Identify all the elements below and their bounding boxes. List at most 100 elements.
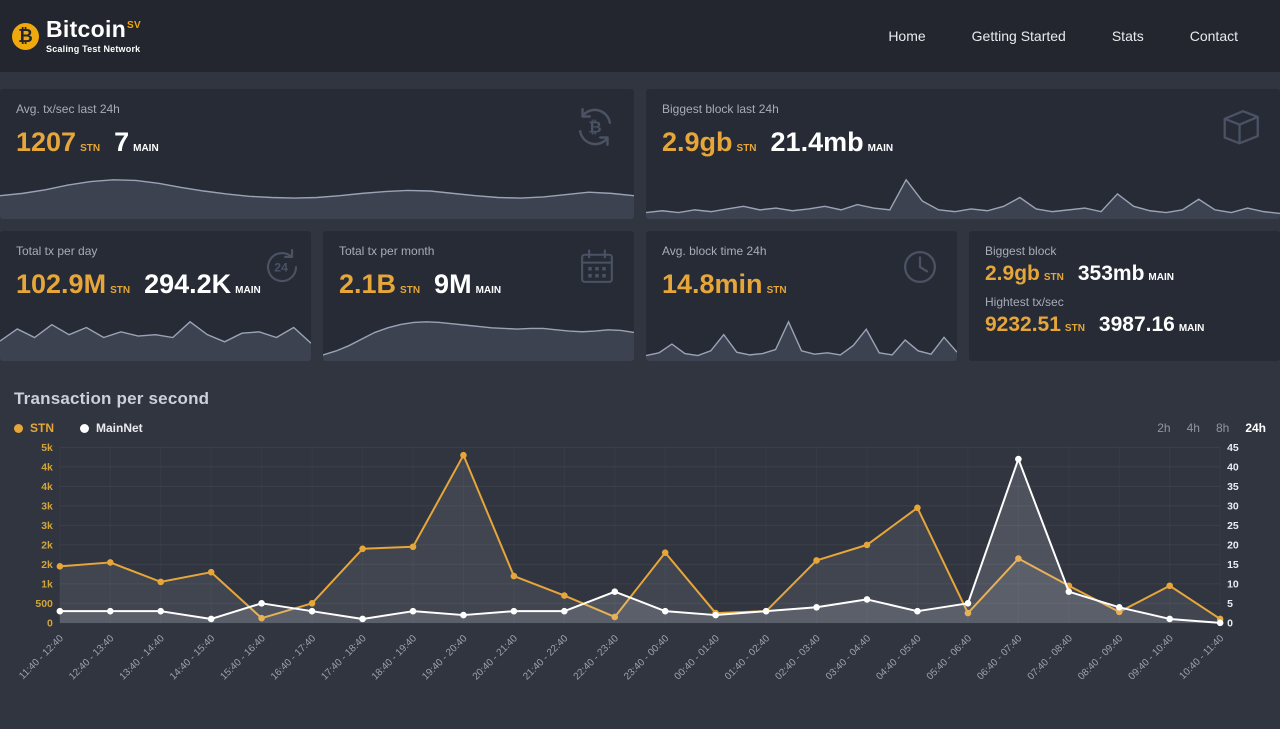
- svg-text:01:40 - 02:40: 01:40 - 02:40: [723, 633, 773, 683]
- biggest-block-stat: Biggest block 2.9gb STN 353mb MAIN: [985, 244, 1264, 286]
- svg-text:20: 20: [1227, 540, 1239, 551]
- card-values: 2.9gb STN 353mb MAIN: [985, 262, 1264, 286]
- svg-text:00:40 - 01:40: 00:40 - 01:40: [673, 633, 723, 683]
- logo-name: BitcoinSV: [46, 16, 141, 42]
- stn-value: 2.9gb: [985, 262, 1040, 285]
- card-label: Total tx per day: [16, 244, 98, 258]
- svg-text:11:40 - 12:40: 11:40 - 12:40: [17, 633, 66, 682]
- svg-text:30: 30: [1227, 501, 1239, 512]
- logo-subtitle: Scaling Test Network: [46, 44, 141, 54]
- main-value: 3987.16: [1098, 313, 1175, 336]
- main-unit: MAIN: [475, 285, 502, 296]
- svg-text:14:40 - 15:40: 14:40 - 15:40: [168, 633, 218, 683]
- svg-text:18:40 - 19:40: 18:40 - 19:40: [370, 633, 420, 683]
- svg-text:25: 25: [1227, 521, 1239, 532]
- card-values: 2.9gb STN 21.4mb MAIN: [662, 127, 893, 158]
- card-label: Biggest block last 24h: [662, 102, 779, 116]
- svg-text:3k: 3k: [41, 521, 53, 532]
- stn-value: 102.9M: [16, 269, 107, 299]
- svg-text:2k: 2k: [41, 560, 53, 571]
- card-avg-block-time: Avg. block time 24h 14.8min STN: [646, 231, 957, 361]
- range-8h[interactable]: 8h: [1215, 421, 1230, 435]
- legend-stn[interactable]: STN: [14, 421, 54, 435]
- stn-value: 9232.51: [985, 313, 1061, 336]
- main-unit: MAIN: [133, 143, 159, 154]
- nav-home[interactable]: Home: [888, 28, 926, 44]
- card-label: Biggest block: [985, 244, 1057, 258]
- main-unit: MAIN: [1178, 323, 1205, 334]
- stn-unit: STN: [400, 285, 421, 296]
- stn-unit: STN: [80, 143, 101, 154]
- svg-text:3k: 3k: [41, 501, 53, 512]
- main-unit: MAIN: [1148, 272, 1174, 283]
- card-total-tx-day: Total tx per day 102.9M STN 294.2K MAIN 24: [0, 231, 311, 361]
- svg-text:45: 45: [1227, 443, 1239, 454]
- card-label: Avg. tx/sec last 24h: [16, 102, 120, 116]
- svg-text:0: 0: [1227, 618, 1233, 629]
- svg-text:22:40 - 23:40: 22:40 - 23:40: [572, 633, 622, 683]
- calendar-icon: [576, 246, 618, 293]
- stn-value: 2.9gb: [662, 127, 733, 157]
- svg-text:09:40 - 10:40: 09:40 - 10:40: [1127, 633, 1177, 683]
- logo-sv-badge: SV: [127, 20, 141, 32]
- stn-unit: STN: [1064, 323, 1085, 334]
- sparkline: [0, 317, 311, 361]
- stn-unit: STN: [766, 285, 787, 296]
- svg-text:05:40 - 06:40: 05:40 - 06:40: [925, 633, 975, 683]
- logo[interactable]: ₿ BitcoinSV Scaling Test Network: [12, 18, 141, 54]
- highest-tx-sec-stat: Hightest tx/sec 9232.51 STN 3987.16 MAIN: [985, 295, 1264, 337]
- svg-text:19:40 - 20:40: 19:40 - 20:40: [420, 633, 470, 683]
- card-values: 102.9M STN 294.2K MAIN: [16, 269, 261, 300]
- bitcoin-coin-icon: ₿: [12, 22, 39, 50]
- stats-grid: Avg. tx/sec last 24h 1207 STN 7 MAIN ₿ Bigg…: [0, 72, 1280, 373]
- svg-text:03:40 - 04:40: 03:40 - 04:40: [824, 633, 874, 683]
- svg-text:4k: 4k: [41, 462, 53, 473]
- svg-text:21:40 - 22:40: 21:40 - 22:40: [521, 633, 571, 683]
- svg-text:4k: 4k: [41, 482, 53, 493]
- svg-text:08:40 - 09:40: 08:40 - 09:40: [1076, 633, 1126, 683]
- svg-text:1k: 1k: [41, 579, 53, 590]
- stn-unit: STN: [1043, 272, 1064, 283]
- main-value: 294.2K: [144, 269, 232, 299]
- main-unit: MAIN: [867, 143, 894, 154]
- chart-title: Transaction per second: [14, 389, 210, 408]
- svg-text:16:40 - 17:40: 16:40 - 17:40: [269, 633, 319, 683]
- svg-text:06:40 - 07:40: 06:40 - 07:40: [975, 633, 1025, 683]
- stn-unit: STN: [736, 143, 757, 154]
- svg-text:15: 15: [1227, 560, 1239, 571]
- svg-text:02:40 - 03:40: 02:40 - 03:40: [773, 633, 823, 683]
- sparkline: [0, 175, 634, 219]
- tps-line-chart[interactable]: 5k 45 4k 40 4k 35 3k 30 3k 25 2k 20 2k 15 1k 10 500 5 0 0 11…: [14, 437, 1266, 709]
- svg-text:5k: 5k: [41, 443, 53, 454]
- card-total-tx-month: Total tx per month 2.1B STN 9M MAIN: [323, 231, 634, 361]
- range-24h[interactable]: 24h: [1245, 421, 1266, 435]
- svg-text:13:40 - 14:40: 13:40 - 14:40: [118, 633, 168, 683]
- sparkline: [323, 317, 634, 361]
- main-value: 21.4mb: [770, 127, 864, 157]
- nav-contact[interactable]: Contact: [1189, 28, 1238, 44]
- nav-stats[interactable]: Stats: [1111, 28, 1144, 44]
- card-avg-tx-sec: Avg. tx/sec last 24h 1207 STN 7 MAIN ₿: [0, 89, 634, 219]
- card-label: Avg. block time 24h: [662, 244, 767, 258]
- card-label: Hightest tx/sec: [985, 295, 1064, 309]
- svg-text:2k: 2k: [41, 540, 53, 551]
- main-value: 353mb: [1077, 262, 1145, 285]
- card-values: 14.8min STN: [662, 269, 801, 300]
- sparkline: [646, 175, 1280, 219]
- svg-text:04:40 - 05:40: 04:40 - 05:40: [874, 633, 924, 683]
- range-2h[interactable]: 2h: [1157, 421, 1171, 435]
- refresh-bitcoin-icon: ₿: [572, 104, 618, 155]
- main-value: 7: [114, 127, 130, 157]
- svg-text:15:40 - 16:40: 15:40 - 16:40: [218, 633, 268, 683]
- card-values: 1207 STN 7 MAIN: [16, 127, 159, 158]
- range-4h[interactable]: 4h: [1186, 421, 1200, 435]
- card-values: 2.1B STN 9M MAIN: [339, 269, 501, 300]
- svg-text:40: 40: [1227, 462, 1239, 473]
- legend-mainnet[interactable]: MainNet: [80, 421, 143, 435]
- clock-icon: [899, 246, 941, 293]
- svg-text:17:40 - 18:40: 17:40 - 18:40: [319, 633, 369, 683]
- svg-text:23:40 - 00:40: 23:40 - 00:40: [622, 633, 672, 683]
- nav-getting-started[interactable]: Getting Started: [971, 28, 1066, 44]
- svg-text:500: 500: [35, 599, 53, 610]
- stn-value: 1207: [16, 127, 77, 157]
